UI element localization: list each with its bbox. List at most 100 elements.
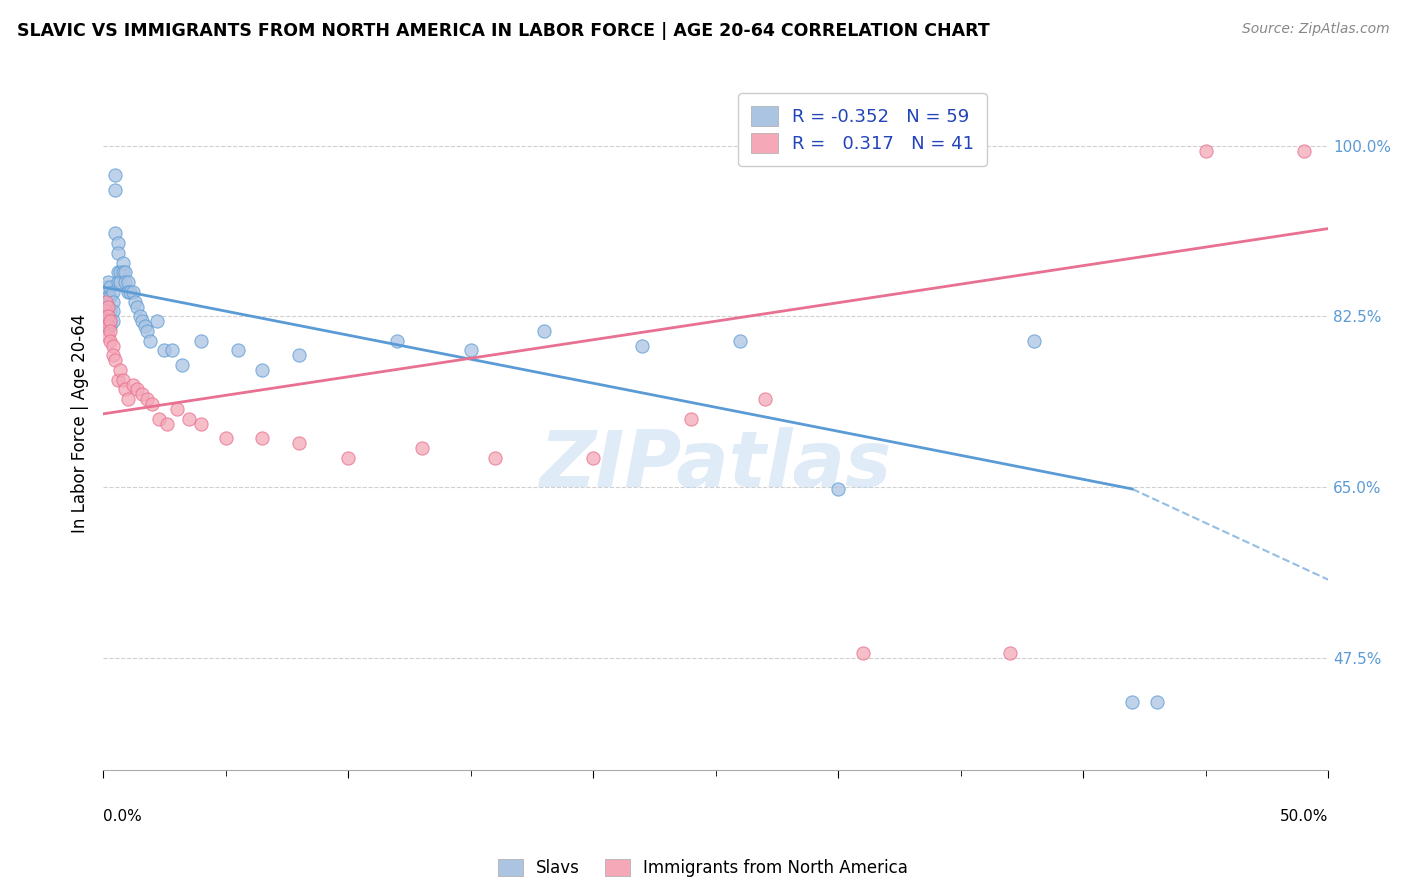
Point [94,304,117,318]
Point [94,280,117,294]
Point [141,397,163,411]
Point [131,387,153,401]
Point [94,294,117,309]
Point [114,275,136,289]
Point [136,324,159,338]
Point [190,334,212,348]
Text: ZIPatlas: ZIPatlas [540,427,891,503]
Point [120,285,142,299]
Point [138,334,160,348]
Point [288,436,311,450]
Point [97,275,120,289]
Point [1194,144,1216,158]
Point [114,265,136,279]
Point [827,482,849,496]
Point [127,300,149,314]
Point [252,431,274,445]
Point [166,402,188,417]
Point [998,646,1021,660]
Point [97,319,120,334]
Y-axis label: In Labor Force | Age 20-64: In Labor Force | Age 20-64 [72,314,89,533]
Point [111,256,134,270]
Point [153,343,176,358]
Text: SLAVIC VS IMMIGRANTS FROM NORTH AMERICA IN LABOR FORCE | AGE 20-64 CORRELATION C: SLAVIC VS IMMIGRANTS FROM NORTH AMERICA … [17,22,990,40]
Point [97,329,120,343]
Point [156,417,179,431]
Point [100,324,122,338]
Point [100,280,122,294]
Point [100,290,122,304]
Point [107,275,129,289]
Point [104,227,127,241]
Point [107,373,129,387]
Point [107,236,129,251]
Point [124,294,146,309]
Point [97,310,120,324]
Point [101,304,124,318]
Point [134,319,156,334]
Point [681,411,703,425]
Point [148,411,170,425]
Point [160,343,183,358]
Point [110,275,132,289]
Point [97,310,120,324]
Point [385,334,408,348]
Point [111,265,134,279]
Point [104,183,127,197]
Point [190,417,212,431]
Point [97,300,120,314]
Point [288,348,311,362]
Point [337,450,360,465]
Point [131,314,153,328]
Point [1146,694,1168,708]
Point [214,431,236,445]
Point [101,348,124,362]
Point [100,334,122,348]
Point [484,450,506,465]
Text: 50.0%: 50.0% [1279,809,1329,824]
Point [582,450,605,465]
Point [533,324,555,338]
Point [101,285,124,299]
Point [101,314,124,328]
Text: Source: ZipAtlas.com: Source: ZipAtlas.com [1241,22,1389,37]
Point [460,343,482,358]
Point [136,392,159,407]
Point [100,319,122,334]
Point [97,290,120,304]
Point [97,314,120,328]
Point [1121,694,1143,708]
Point [117,275,139,289]
Point [100,314,122,328]
Point [127,383,149,397]
Point [104,353,127,368]
Point [104,168,127,182]
Point [631,338,654,352]
Point [121,285,143,299]
Point [100,304,122,318]
Point [117,285,139,299]
Legend: Slavs, Immigrants from North America: Slavs, Immigrants from North America [491,852,915,884]
Point [111,373,134,387]
Point [107,265,129,279]
Point [1292,144,1315,158]
Point [110,265,132,279]
Point [117,392,139,407]
Point [728,334,751,348]
Point [252,363,274,377]
Point [101,338,124,352]
Point [852,646,875,660]
Point [170,358,193,372]
Point [1024,334,1046,348]
Point [107,246,129,260]
Point [97,300,120,314]
Point [100,314,122,328]
Point [226,343,249,358]
Point [128,310,150,324]
Point [97,319,120,334]
Point [114,383,136,397]
Point [121,377,143,392]
Point [110,363,132,377]
Point [94,314,117,328]
Legend: R = -0.352   N = 59, R =   0.317   N = 41: R = -0.352 N = 59, R = 0.317 N = 41 [738,94,987,166]
